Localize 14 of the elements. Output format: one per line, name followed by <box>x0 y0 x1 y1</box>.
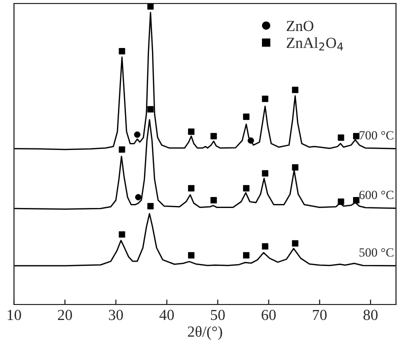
x-tick-label: 10 <box>8 310 22 320</box>
x-tick-label: 50 <box>210 310 225 320</box>
x-axis-title: 2θ/(°) <box>188 326 222 340</box>
legend-label: ZnAl$_{2}$O$_{4}$ <box>286 37 343 50</box>
series-label: 700 °C <box>360 131 394 140</box>
x-tick-label: 20 <box>58 310 72 320</box>
series-label: 500 °C <box>360 248 394 257</box>
legend-label: ZnO <box>286 20 314 32</box>
x-tick-label: 40 <box>159 310 174 320</box>
x-tick-label: 30 <box>108 310 123 320</box>
series-label: 600 °C <box>359 190 394 200</box>
x-tick-label: 60 <box>262 310 276 320</box>
x-tick-label: 80 <box>363 310 378 320</box>
x-tick-label: 70 <box>312 310 327 320</box>
